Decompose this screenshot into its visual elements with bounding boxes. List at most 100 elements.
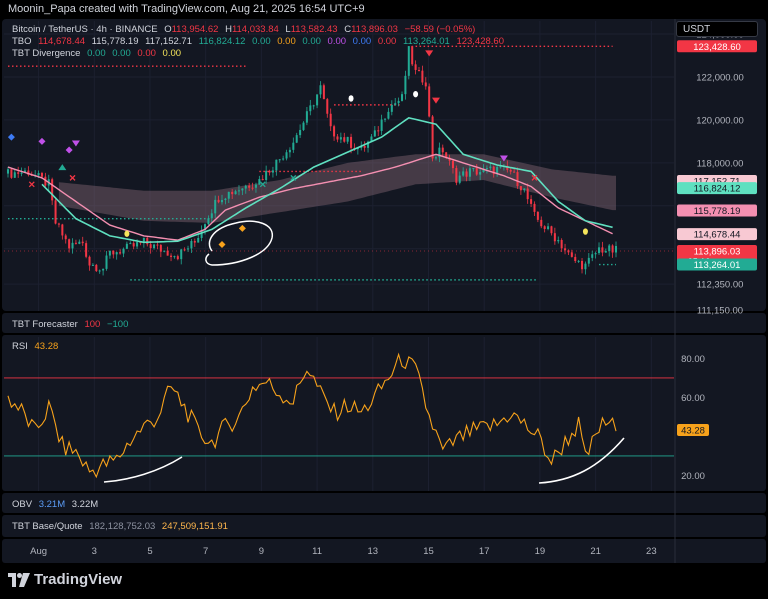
candle-body: [40, 173, 43, 177]
candle-body: [397, 100, 400, 104]
candle-body: [482, 168, 485, 173]
candle-body: [608, 245, 611, 251]
legend-divergence[interactable]: TBT Divergence 0.00 0.00 0.00 0.00: [12, 48, 185, 59]
share-header-text: Moonin_Papa created with TradingView.com…: [8, 3, 365, 15]
candle-body: [584, 263, 587, 270]
candle-body: [285, 152, 288, 159]
candle-body: [275, 159, 278, 171]
x-marker: [531, 174, 538, 181]
divergence-value: 0.00: [162, 48, 182, 59]
tradingview-logo[interactable]: TradingView: [8, 571, 122, 588]
obv-value-2: 3.22M: [71, 499, 99, 510]
legend-obv[interactable]: OBV 3.21M 3.22M: [12, 499, 102, 510]
triangle-marker: [425, 50, 434, 57]
forecaster-pane[interactable]: [2, 313, 766, 333]
candle-body: [88, 256, 91, 266]
price-axis: 124,000.00122,000.00120,000.00118,000.00…: [677, 30, 757, 316]
dot-marker: [124, 230, 130, 237]
candle-body: [102, 268, 105, 271]
base-quote-pane[interactable]: [2, 515, 766, 537]
time-axis-pane[interactable]: [2, 539, 766, 563]
candle-body: [227, 191, 230, 199]
candle-body: [278, 159, 281, 161]
price-label: 114,678.44: [694, 230, 741, 241]
candle-body: [614, 246, 618, 253]
chart-svg[interactable]: 124,000.00122,000.00120,000.00118,000.00…: [0, 18, 768, 564]
candle-body: [91, 264, 94, 266]
candle-body: [220, 200, 224, 203]
candle-body: [445, 152, 448, 158]
candle-body: [207, 218, 210, 225]
close-label: C: [344, 24, 352, 35]
time-tick-label: 21: [590, 546, 601, 557]
divergence-value: 0.00: [87, 48, 106, 59]
candle-body: [547, 226, 550, 230]
rsi-series: [4, 352, 674, 479]
currency-selector[interactable]: USDT: [676, 21, 758, 37]
candle-body: [288, 149, 291, 153]
candle-body: [377, 130, 380, 132]
candle-body: [142, 237, 145, 243]
candle-body: [68, 239, 71, 249]
candle-body: [438, 147, 441, 158]
candle-body: [71, 242, 74, 249]
candle-body: [428, 86, 431, 117]
rsi-line: [7, 352, 617, 479]
rsi-tick-label: 60.00: [681, 393, 705, 404]
candle-body: [282, 158, 285, 160]
candles: [6, 45, 618, 276]
candle-body: [125, 243, 128, 249]
candle-body: [516, 172, 519, 187]
legend-base-quote[interactable]: TBT Base/Quote 182,128,752.03 247,509,15…: [12, 521, 232, 532]
triangle-marker: [431, 97, 440, 104]
time-tick-label: 19: [535, 546, 546, 557]
open-value: 113,954.62: [171, 24, 219, 35]
candle-body: [312, 105, 315, 107]
legend-forecaster[interactable]: TBT Forecaster 100 −100: [12, 319, 132, 330]
candle-body: [492, 166, 495, 175]
rsi-pane[interactable]: [2, 335, 766, 491]
candle-body: [594, 253, 597, 255]
candle-body: [434, 157, 437, 159]
candle-body: [496, 167, 499, 175]
candle-body: [302, 122, 305, 130]
candle-body: [23, 170, 26, 173]
candle-body: [309, 105, 312, 112]
base-quote-name: TBT Base/Quote: [12, 521, 83, 532]
candle-body: [329, 113, 332, 127]
candle-body: [81, 241, 84, 244]
candle-body: [105, 255, 108, 269]
open-label: O: [164, 24, 172, 35]
candle-body: [132, 243, 135, 247]
candle-body: [333, 126, 336, 137]
candle-body: [129, 243, 132, 245]
candle-body: [553, 233, 556, 242]
candle-body: [166, 250, 169, 256]
obv-pane[interactable]: [2, 493, 766, 513]
candle-body: [509, 169, 512, 172]
hand-curve: [538, 437, 625, 484]
candle-body: [601, 247, 604, 253]
signal-markers: [7, 50, 588, 248]
candle-body: [170, 255, 173, 258]
price-label-bg: [677, 204, 757, 217]
candle-body: [390, 104, 393, 112]
candle-body: [17, 172, 20, 174]
price-label: 123,428.60: [693, 42, 741, 53]
price-label: 117,152.71: [694, 177, 741, 188]
time-tick-label: 9: [259, 546, 264, 557]
price-pane[interactable]: [2, 19, 766, 311]
candle-body: [417, 69, 421, 71]
tbo-value: 116,824.12: [198, 36, 246, 47]
candle-body: [13, 172, 16, 178]
diamond-marker: [238, 224, 246, 232]
candle-body: [581, 260, 584, 270]
legend-main[interactable]: Bitcoin / TetherUS · 4h · BINANCE O113,9…: [12, 24, 479, 35]
legend-rsi[interactable]: RSI 43.28: [12, 341, 62, 352]
x-marker: [290, 174, 297, 181]
dot-marker: [413, 90, 419, 98]
chart-area[interactable]: 124,000.00122,000.00120,000.00118,000.00…: [0, 18, 768, 564]
candle-body: [414, 64, 417, 70]
legend-tbo[interactable]: TBO 114,678.44 115,778.19 117,152.71 116…: [12, 36, 508, 47]
candle-body: [598, 247, 601, 254]
